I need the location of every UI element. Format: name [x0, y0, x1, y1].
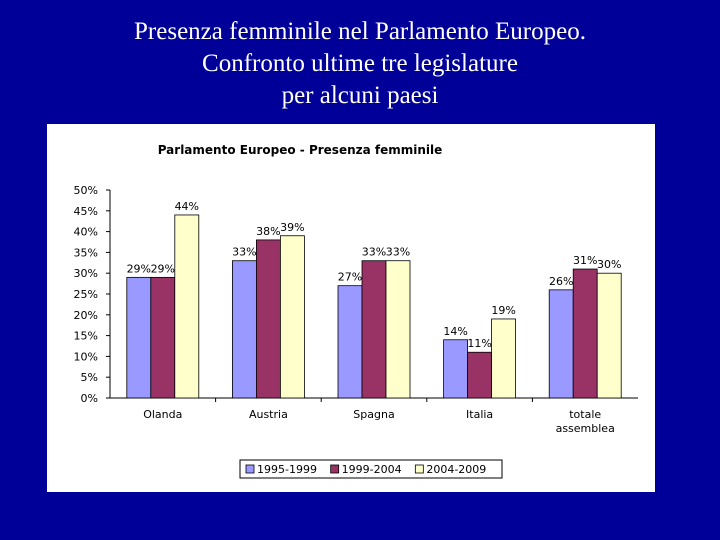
- data-label: 33%: [232, 246, 256, 259]
- data-label: 29%: [151, 262, 175, 275]
- data-label: 33%: [386, 246, 410, 259]
- x-tick-label: Austria: [249, 408, 288, 421]
- data-label: 30%: [597, 258, 621, 271]
- legend-swatch: [330, 464, 340, 474]
- y-tick-label: 45%: [74, 205, 98, 218]
- chart-legend: 1995-1999 1999-2004 2004-2009: [239, 459, 503, 479]
- y-tick-label: 10%: [74, 350, 98, 363]
- bar: [572, 268, 598, 399]
- data-label: 33%: [362, 246, 386, 259]
- bar: [548, 289, 574, 399]
- slide-title-line-2: Confronto ultime tre legislature: [202, 50, 518, 77]
- bar: [126, 276, 152, 399]
- data-label: 38%: [256, 225, 280, 238]
- y-tick-label: 50%: [74, 184, 98, 197]
- y-tick-label: 25%: [74, 288, 98, 301]
- slide-title-line-3: per alcuni paesi: [281, 82, 439, 109]
- legend-box: [239, 459, 503, 479]
- bar: [596, 272, 622, 399]
- y-tick-label: 35%: [74, 246, 98, 259]
- legend-swatch: [414, 464, 424, 474]
- data-label: 27%: [338, 271, 362, 284]
- y-tick-label: 30%: [74, 267, 98, 280]
- bar: [337, 285, 363, 399]
- y-tick-label: 0%: [81, 392, 98, 405]
- data-label: 11%: [467, 337, 491, 350]
- x-tick-label: totale: [569, 408, 601, 421]
- bar: [174, 214, 200, 399]
- chart-title: Parlamento Europeo - Presenza femminile: [158, 143, 443, 157]
- bar: [231, 260, 257, 399]
- legend-swatch: [245, 464, 255, 474]
- bar: [255, 239, 281, 399]
- bar: [361, 260, 387, 399]
- bar: [491, 318, 517, 399]
- legend-label: 2004-2009: [426, 463, 486, 476]
- slide-title: Presenza femminile nel Parlamento Europe…: [0, 16, 720, 112]
- bar: [385, 260, 411, 399]
- y-tick-label: 40%: [74, 226, 98, 239]
- bar: [150, 276, 176, 399]
- chart-panel: Parlamento Europeo - Presenza femminile …: [47, 124, 655, 492]
- data-label: 29%: [127, 262, 151, 275]
- data-label: 39%: [280, 221, 304, 234]
- data-label: 14%: [443, 325, 467, 338]
- data-label: 19%: [491, 304, 515, 317]
- plot-area: 0% 5% 10% 15% 20% 25% 30% 35% 40% 45% 50% Olanda 29%…: [74, 184, 638, 435]
- data-label: 26%: [549, 275, 573, 288]
- bar: [467, 351, 493, 399]
- bar: [443, 339, 469, 399]
- data-label: 44%: [175, 200, 199, 213]
- bar-chart: Parlamento Europeo - Presenza femminile …: [74, 143, 638, 479]
- x-tick-label: assemblea: [556, 422, 615, 435]
- x-tick-label: Olanda: [143, 408, 182, 421]
- y-tick-label: 20%: [74, 309, 98, 322]
- bar: [279, 235, 305, 399]
- y-tick-label: 5%: [81, 371, 98, 384]
- x-tick-label: Italia: [466, 408, 493, 421]
- legend-label: 1999-2004: [342, 463, 402, 476]
- data-label: 31%: [573, 254, 597, 267]
- y-tick-label: 15%: [74, 330, 98, 343]
- x-tick-label: Spagna: [353, 408, 394, 421]
- slide-title-line-1: Presenza femminile nel Parlamento Europe…: [134, 18, 586, 45]
- legend-label: 1995-1999: [257, 463, 317, 476]
